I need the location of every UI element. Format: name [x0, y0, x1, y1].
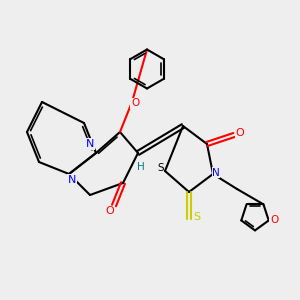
Text: H: H: [137, 161, 145, 172]
Text: N: N: [212, 167, 220, 178]
Text: S: S: [157, 163, 164, 173]
Text: N: N: [68, 175, 76, 185]
Text: O: O: [131, 98, 139, 109]
Text: O: O: [270, 215, 278, 225]
Text: S: S: [193, 212, 200, 223]
Text: N: N: [86, 139, 94, 149]
Text: O: O: [236, 128, 244, 139]
Text: O: O: [105, 206, 114, 217]
